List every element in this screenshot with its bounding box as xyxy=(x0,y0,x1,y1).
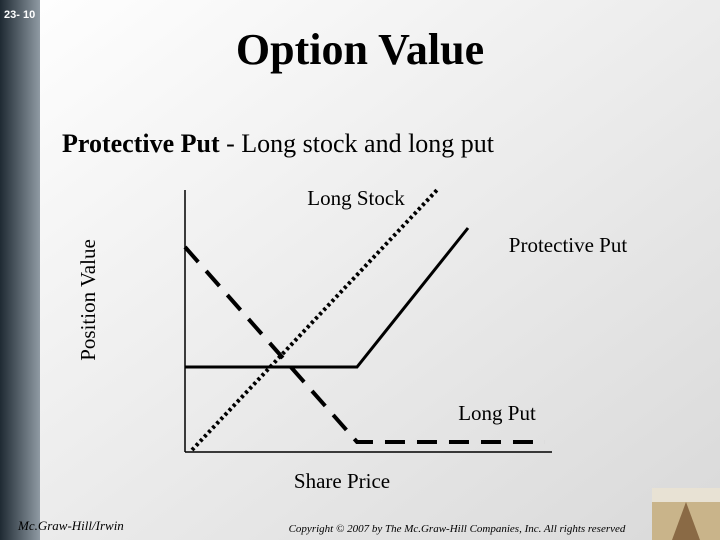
long-stock-label: Long Stock xyxy=(307,186,405,210)
long-put-label: Long Put xyxy=(458,401,536,425)
cover-path xyxy=(672,502,700,540)
y-axis-label: Position Value xyxy=(76,239,100,361)
copyright: Copyright © 2007 by The Mc.Graw-Hill Com… xyxy=(289,523,626,535)
x-axis-label: Share Price xyxy=(294,469,390,493)
diagram: Position Value Share Price Long Stock Pr… xyxy=(76,186,627,493)
subtitle-rest: - Long stock and long put xyxy=(220,129,495,158)
long-put-line xyxy=(183,245,545,444)
book-cover xyxy=(652,488,720,540)
subtitle-bold: Protective Put xyxy=(62,129,220,158)
slide-number: 23- 10 xyxy=(4,9,35,21)
protective-put-line xyxy=(185,227,470,369)
title: Option Value xyxy=(236,25,484,74)
subtitle: Protective Put - Long stock and long put xyxy=(62,129,495,158)
publisher: Mc.Graw-Hill/Irwin xyxy=(17,518,124,533)
cover-top xyxy=(652,488,720,502)
protective-put-label: Protective Put xyxy=(509,233,628,257)
side-strip xyxy=(0,0,40,540)
